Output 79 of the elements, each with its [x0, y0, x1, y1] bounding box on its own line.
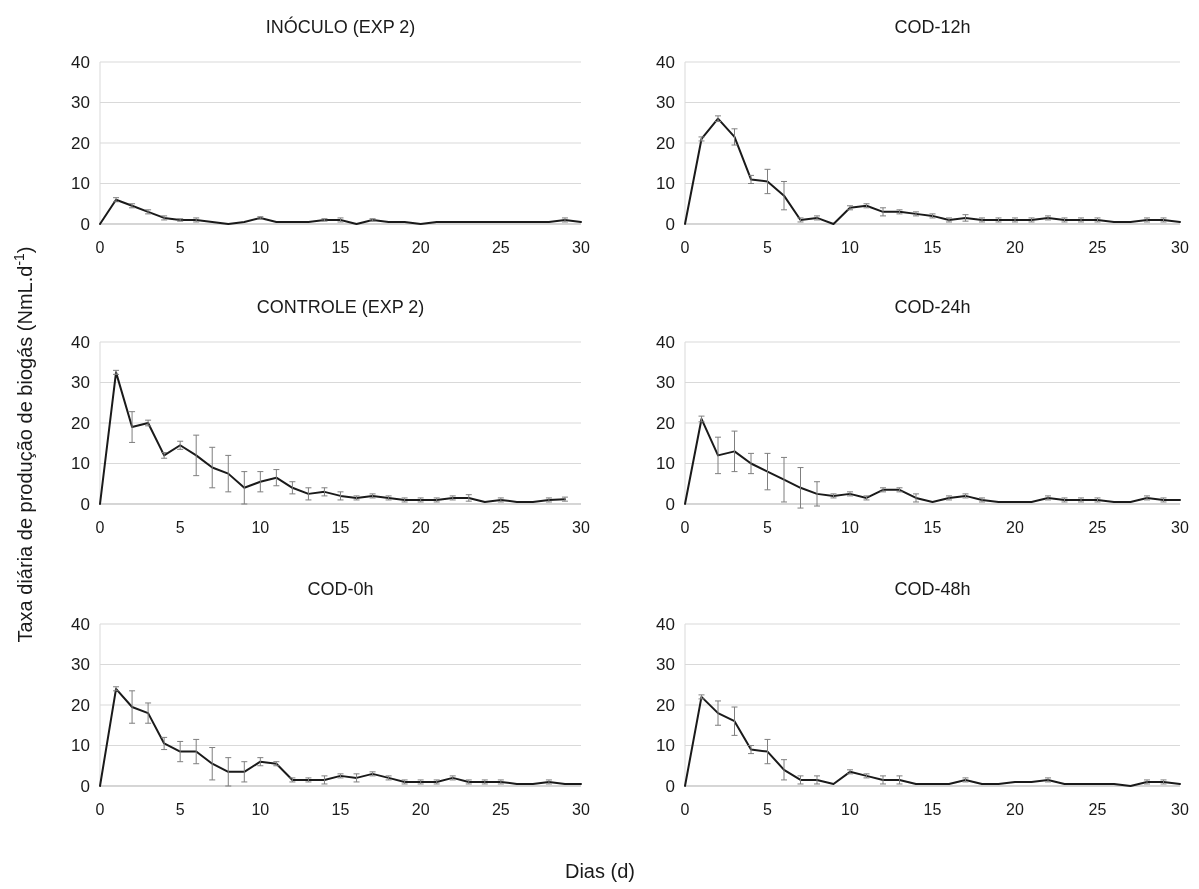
- x-tick-label: 5: [763, 519, 773, 536]
- x-tick-label: 30: [572, 519, 590, 536]
- y-tick-label: 40: [656, 52, 675, 72]
- y-tick-label: 40: [71, 52, 90, 72]
- y-tick-label: 0: [80, 494, 90, 514]
- y-tick-label: 10: [656, 454, 675, 474]
- y-tick-label: 20: [71, 413, 90, 433]
- x-tick-label: 30: [572, 239, 590, 256]
- y-tick-label: 30: [71, 373, 90, 393]
- x-tick-label: 10: [841, 801, 859, 818]
- x-tick-label: 25: [1088, 801, 1107, 818]
- y-tick-label: 40: [71, 332, 90, 352]
- y-tick-label: 20: [71, 695, 90, 715]
- x-tick-label: 20: [1006, 801, 1024, 818]
- x-tick-label: 5: [175, 239, 185, 256]
- chart-title: CONTROLE (EXP 2): [256, 297, 425, 317]
- y-tick-label: 30: [656, 655, 675, 675]
- y-tick-label: 10: [656, 174, 675, 194]
- x-tick-label: 5: [175, 519, 185, 536]
- y-tick-label: 20: [71, 133, 90, 153]
- x-tick-label: 15: [923, 519, 942, 536]
- x-tick-label: 25: [1088, 519, 1107, 536]
- x-tick-label: 20: [411, 239, 430, 256]
- y-tick-label: 20: [656, 695, 675, 715]
- x-tick-label: 25: [491, 239, 510, 256]
- y-tick-label: 30: [656, 373, 675, 393]
- x-tick-label: 30: [1171, 801, 1189, 818]
- y-tick-label: 20: [656, 413, 675, 433]
- chart-title: COD-12h: [894, 17, 971, 37]
- y-tick-label: 40: [656, 332, 675, 352]
- chart-title: COD-24h: [894, 297, 971, 317]
- x-tick-label: 10: [251, 239, 270, 256]
- x-tick-label: 30: [572, 801, 590, 818]
- x-tick-label: 15: [331, 801, 350, 818]
- y-tick-label: 40: [71, 614, 90, 634]
- x-tick-label: 20: [411, 801, 430, 818]
- x-tick-label: 0: [680, 239, 690, 256]
- x-axis-title: Dias (d): [564, 860, 636, 882]
- x-tick-label: 30: [1171, 239, 1189, 256]
- x-tick-label: 5: [763, 801, 773, 818]
- x-tick-label: 15: [923, 239, 942, 256]
- x-tick-label: 20: [411, 519, 430, 536]
- x-tick-label: 15: [331, 239, 350, 256]
- x-tick-label: 30: [1171, 519, 1189, 536]
- x-tick-label: 0: [680, 519, 690, 536]
- x-tick-label: 0: [95, 239, 105, 256]
- y-tick-label: 30: [656, 93, 675, 113]
- chart-title: COD-0h: [307, 579, 374, 599]
- x-tick-label: 20: [1006, 519, 1024, 536]
- x-tick-label: 10: [841, 239, 859, 256]
- y-tick-label: 40: [656, 614, 675, 634]
- y-tick-label: 0: [665, 494, 675, 514]
- x-tick-label: 25: [491, 801, 510, 818]
- x-tick-label: 10: [841, 519, 859, 536]
- x-tick-label: 20: [1006, 239, 1024, 256]
- chart-title: INÓCULO (EXP 2): [265, 16, 416, 37]
- y-tick-label: 10: [71, 454, 90, 474]
- y-tick-label: 10: [71, 736, 90, 756]
- y-tick-label: 0: [80, 214, 90, 234]
- x-tick-label: 25: [1088, 239, 1107, 256]
- x-tick-label: 0: [680, 801, 690, 818]
- y-tick-label: 0: [665, 214, 675, 234]
- x-tick-label: 10: [251, 519, 270, 536]
- x-tick-label: 5: [763, 239, 773, 256]
- y-tick-label: 30: [71, 655, 90, 675]
- y-tick-label: 10: [656, 736, 675, 756]
- x-tick-label: 15: [923, 801, 942, 818]
- x-tick-label: 25: [491, 519, 510, 536]
- chart-title: COD-48h: [894, 579, 971, 599]
- x-tick-label: 0: [95, 519, 105, 536]
- x-tick-label: 5: [175, 801, 185, 818]
- y-tick-label: 0: [80, 776, 90, 796]
- x-tick-label: 10: [251, 801, 270, 818]
- y-tick-label: 30: [71, 93, 90, 113]
- y-tick-label: 0: [665, 776, 675, 796]
- x-tick-label: 0: [95, 801, 105, 818]
- y-tick-label: 10: [71, 174, 90, 194]
- y-tick-label: 20: [656, 133, 675, 153]
- x-tick-label: 15: [331, 519, 350, 536]
